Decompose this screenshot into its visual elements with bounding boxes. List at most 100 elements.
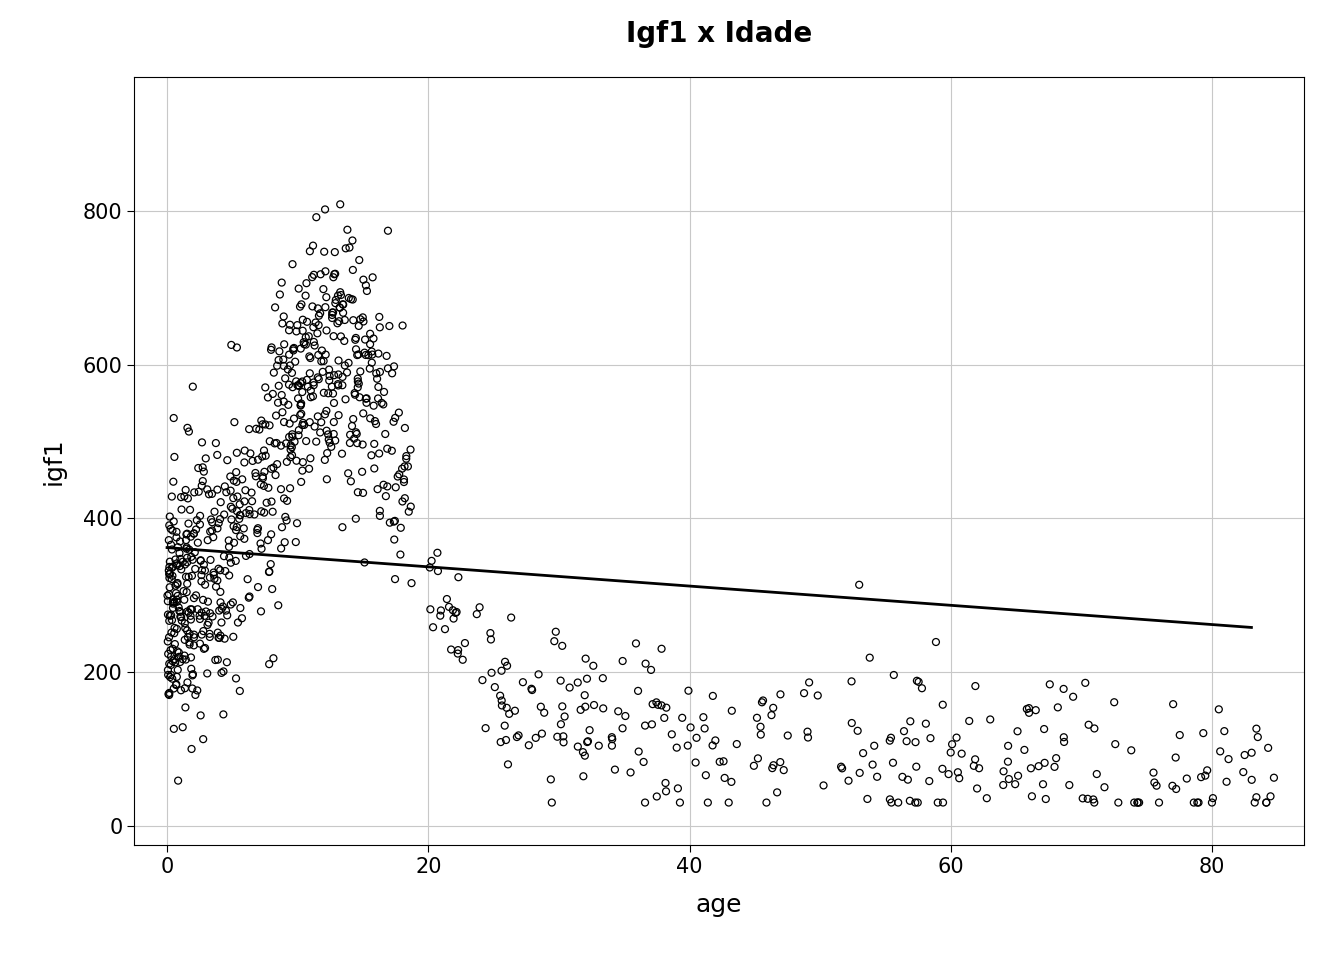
Point xyxy=(183,630,204,645)
Point xyxy=(222,594,243,610)
Point xyxy=(190,612,211,627)
Point xyxy=(512,675,534,690)
Point xyxy=(517,737,539,753)
Point xyxy=(230,529,251,544)
Point xyxy=(233,520,254,536)
Point xyxy=(601,738,622,754)
Point xyxy=(980,711,1001,727)
Point xyxy=(314,452,336,468)
Point xyxy=(849,765,871,780)
Point xyxy=(364,414,386,429)
Point xyxy=(750,727,771,742)
Point xyxy=(168,645,190,660)
Point xyxy=(337,466,359,481)
Point xyxy=(262,386,284,401)
Point xyxy=(628,744,649,759)
Point xyxy=(171,490,192,505)
Point xyxy=(762,760,784,776)
Point xyxy=(188,484,210,499)
Point xyxy=(906,759,927,775)
Point xyxy=(1210,744,1231,759)
Point xyxy=(712,754,734,769)
Point xyxy=(198,594,219,610)
Point xyxy=(362,270,383,285)
Point xyxy=(253,443,274,458)
Point xyxy=(210,594,231,610)
Point xyxy=(368,346,390,361)
Point xyxy=(250,476,271,492)
Point xyxy=(347,485,368,500)
Point xyxy=(160,521,181,537)
Point xyxy=(202,486,223,501)
Point xyxy=(177,516,199,531)
Point xyxy=(1246,721,1267,736)
X-axis label: age: age xyxy=(696,893,742,917)
Point xyxy=(224,553,246,568)
Point xyxy=(391,461,413,476)
Point xyxy=(222,501,243,516)
Point xyxy=(570,702,591,717)
Point xyxy=(169,604,191,619)
Point xyxy=(289,407,310,422)
Point xyxy=(208,516,230,531)
Point xyxy=(167,558,188,573)
Point xyxy=(966,780,988,796)
Point xyxy=(577,734,598,750)
Point xyxy=(918,774,939,789)
Point xyxy=(1086,766,1107,781)
Point xyxy=(297,379,319,395)
Point xyxy=(837,773,859,788)
Point xyxy=(180,609,202,624)
Point xyxy=(337,355,359,371)
Point xyxy=(293,416,314,431)
Point xyxy=(641,717,663,732)
Point xyxy=(374,384,395,399)
Point xyxy=(466,607,488,622)
Point xyxy=(195,640,216,656)
Point xyxy=(160,608,181,623)
Point xyxy=(204,653,226,668)
Point xyxy=(163,600,184,615)
Point xyxy=(231,611,253,626)
Point xyxy=(200,552,222,567)
Point xyxy=(163,594,184,610)
Point xyxy=(160,669,181,684)
Point xyxy=(292,463,313,478)
Point xyxy=(1044,759,1066,775)
Point xyxy=(163,596,184,612)
Point xyxy=(567,675,589,690)
Point xyxy=(310,267,332,282)
Point xyxy=(296,433,317,448)
Point xyxy=(495,654,516,669)
Point xyxy=(448,569,469,585)
Point xyxy=(530,699,551,714)
Point xyxy=(223,415,245,430)
Point xyxy=(288,377,309,393)
Point xyxy=(841,715,863,731)
Point xyxy=(159,587,180,602)
Point xyxy=(210,628,231,643)
Point xyxy=(612,721,633,736)
Point xyxy=(1007,724,1028,739)
Point xyxy=(310,353,332,369)
Point xyxy=(1059,778,1081,793)
Point xyxy=(1241,745,1262,760)
Point xyxy=(422,619,444,635)
Point xyxy=(500,610,521,625)
Point xyxy=(348,318,370,333)
Point xyxy=(203,530,224,545)
Point xyxy=(173,648,195,663)
Point xyxy=(552,729,574,744)
Point xyxy=(718,795,739,810)
Point xyxy=(312,343,333,358)
Point xyxy=(367,372,388,387)
Point xyxy=(720,774,742,789)
Point xyxy=(266,435,288,450)
Point xyxy=(183,627,204,642)
Point xyxy=(286,516,308,531)
Point xyxy=(325,296,347,311)
Point xyxy=(257,533,278,548)
Point xyxy=(521,683,543,698)
Point xyxy=(314,300,336,315)
Point xyxy=(270,482,292,497)
